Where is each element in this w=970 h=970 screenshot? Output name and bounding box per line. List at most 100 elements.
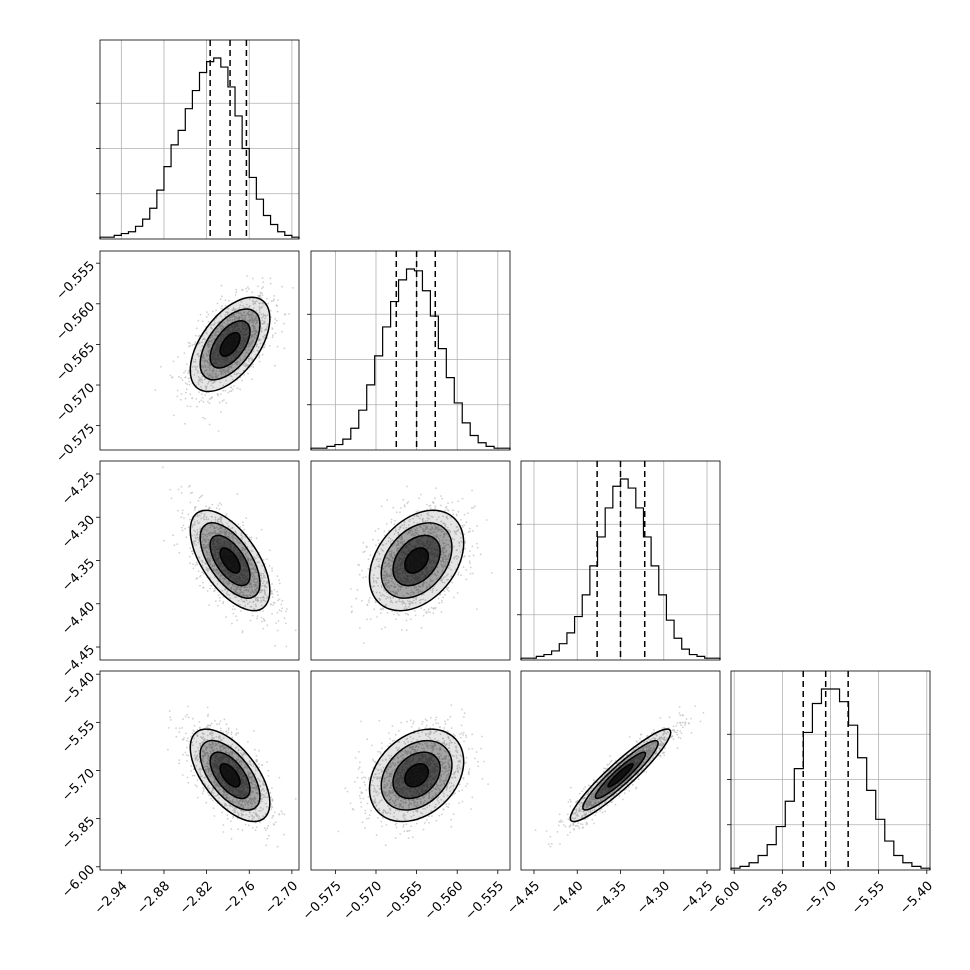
scatter-point — [444, 509, 446, 512]
scatter-point — [257, 556, 260, 558]
scatter-point — [228, 582, 231, 585]
scatter-point — [383, 577, 386, 580]
scatter-point — [242, 304, 244, 307]
scatter-point — [260, 306, 263, 309]
scatter-point — [258, 360, 261, 363]
scatter-point — [453, 596, 455, 599]
scatter-point — [239, 752, 242, 755]
scatter-point — [420, 607, 422, 610]
scatter-point — [395, 601, 397, 604]
scatter-point — [374, 601, 377, 604]
scatter-point — [283, 347, 286, 350]
scatter-point — [202, 581, 204, 584]
scatter-point — [358, 573, 361, 576]
scatter-point — [253, 564, 256, 567]
scatter-point — [202, 516, 205, 519]
scatter-point — [403, 601, 405, 604]
scatter-point — [231, 622, 233, 625]
scatter-point — [261, 294, 264, 296]
scatter-point — [284, 622, 287, 625]
scatter-point — [379, 558, 382, 561]
scatter-point — [250, 549, 253, 552]
scatter-point — [212, 525, 215, 528]
scatter-point — [245, 352, 247, 354]
scatter-point — [210, 374, 212, 377]
scatter-point — [253, 337, 256, 339]
scatter-point — [221, 305, 223, 308]
scatter-point — [220, 315, 223, 318]
scatter-point — [456, 558, 458, 560]
scatter-point — [401, 524, 404, 527]
scatter-point — [186, 363, 188, 365]
scatter-point — [186, 713, 188, 716]
scatter-point — [256, 319, 258, 322]
scatter-point — [391, 610, 394, 613]
scatter-point — [226, 814, 229, 817]
scatter-point — [262, 346, 265, 349]
scatter-point — [221, 325, 223, 328]
scatter-point — [201, 533, 204, 536]
scatter-point — [197, 355, 200, 358]
scatter-point — [263, 569, 266, 572]
scatter-point — [240, 610, 243, 612]
scatter-point — [235, 291, 238, 294]
scatter-point — [263, 322, 266, 324]
scatter-point — [404, 612, 407, 615]
scatter-point — [198, 391, 200, 394]
scatter-point — [385, 574, 388, 577]
scatter-point — [222, 389, 225, 392]
scatter-point — [195, 398, 198, 400]
scatter-point — [490, 572, 493, 574]
scatter-point — [280, 610, 283, 612]
scatter-point — [255, 605, 257, 608]
scatter-point — [436, 577, 438, 580]
scatter-point — [234, 294, 237, 296]
scatter-point — [226, 368, 228, 370]
scatter-point — [251, 378, 254, 381]
scatter-point — [207, 351, 210, 353]
scatter-point — [186, 383, 189, 386]
scatter-point — [463, 524, 466, 526]
scatter-point — [216, 376, 218, 378]
scatter-point — [243, 315, 246, 317]
scatter-point — [202, 761, 205, 763]
scatter-point — [434, 527, 437, 530]
scatter-point — [294, 629, 297, 632]
histogram-grid-1 — [311, 251, 510, 450]
scatter-point — [206, 538, 209, 541]
scatter-point — [408, 602, 411, 605]
scatter-point — [209, 560, 212, 563]
scatter-point — [441, 497, 444, 500]
scatter-point — [217, 594, 220, 597]
scatter-point — [456, 555, 458, 557]
scatter-point — [201, 561, 204, 564]
scatter-point — [208, 423, 211, 426]
scatter-point — [264, 586, 266, 588]
scatter-point — [360, 599, 363, 602]
scatter-point — [412, 602, 414, 605]
scatter-point — [206, 553, 209, 556]
scatter-point — [241, 521, 244, 524]
scatter-point — [441, 559, 444, 561]
scatter-point — [266, 337, 269, 339]
scatter-point — [200, 512, 203, 515]
scatter-point — [256, 598, 259, 601]
scatter-point — [191, 526, 194, 528]
scatter-point — [413, 599, 415, 602]
scatter-point — [398, 600, 400, 603]
scatter-point — [211, 564, 214, 567]
scatter-point — [187, 526, 190, 529]
scatter-point — [440, 577, 443, 580]
scatter-point — [260, 572, 263, 575]
scatter-point — [257, 800, 259, 802]
scatter-point — [389, 537, 392, 540]
scatter-point — [257, 561, 260, 563]
scatter-point — [224, 314, 227, 316]
scatter-point — [237, 756, 240, 759]
scatter-point — [276, 310, 279, 313]
scatter-point — [278, 579, 280, 582]
scatter-point — [401, 543, 404, 545]
scatter-point — [418, 585, 420, 588]
scatter-point — [388, 565, 391, 568]
scatter-point — [224, 794, 227, 797]
